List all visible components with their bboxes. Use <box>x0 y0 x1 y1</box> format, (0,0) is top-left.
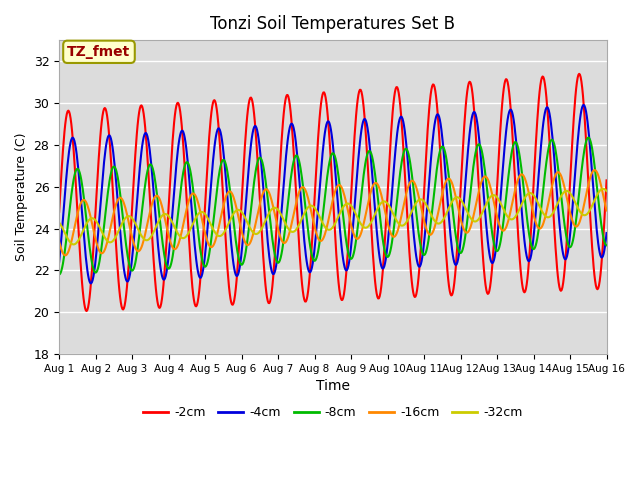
-32cm <box>122 215 130 220</box>
-4cm <box>122 277 130 283</box>
-8cm <box>122 237 129 242</box>
-2cm <box>55 209 63 215</box>
-16cm <box>207 244 214 250</box>
-4cm <box>178 128 186 134</box>
-32cm <box>55 220 63 226</box>
-4cm <box>416 264 424 269</box>
-16cm <box>61 252 69 258</box>
Y-axis label: Soil Temperature (C): Soil Temperature (C) <box>15 133 28 261</box>
-4cm <box>580 102 588 108</box>
-4cm <box>207 186 214 192</box>
-16cm <box>122 208 130 214</box>
-4cm <box>55 259 63 265</box>
-32cm <box>603 188 611 194</box>
-2cm <box>207 117 214 122</box>
Line: -4cm: -4cm <box>59 105 607 283</box>
-4cm <box>87 280 95 286</box>
-32cm <box>178 235 186 240</box>
Line: -8cm: -8cm <box>59 138 607 275</box>
-16cm <box>178 229 186 235</box>
Line: -32cm: -32cm <box>59 189 607 244</box>
X-axis label: Time: Time <box>316 379 350 394</box>
-8cm <box>415 235 423 240</box>
Line: -2cm: -2cm <box>59 74 607 311</box>
-16cm <box>416 200 424 205</box>
-32cm <box>70 241 77 247</box>
Line: -16cm: -16cm <box>59 170 607 255</box>
-2cm <box>65 108 73 114</box>
-2cm <box>178 122 186 128</box>
-32cm <box>416 196 424 202</box>
-32cm <box>599 186 607 192</box>
-8cm <box>206 247 214 252</box>
-32cm <box>400 222 408 228</box>
-4cm <box>65 149 73 155</box>
-2cm <box>575 71 583 77</box>
-2cm <box>122 292 130 298</box>
-32cm <box>207 221 214 227</box>
-4cm <box>603 230 611 236</box>
-8cm <box>603 242 611 248</box>
-16cm <box>55 239 63 244</box>
-8cm <box>55 272 63 277</box>
-16cm <box>400 201 408 206</box>
Title: Tonzi Soil Temperatures Set B: Tonzi Soil Temperatures Set B <box>211 15 455 33</box>
-16cm <box>603 207 611 213</box>
-2cm <box>400 157 408 163</box>
-8cm <box>177 185 185 191</box>
-16cm <box>591 167 598 173</box>
-8cm <box>399 151 407 157</box>
-8cm <box>584 135 592 141</box>
Legend: -2cm, -4cm, -8cm, -16cm, -32cm: -2cm, -4cm, -8cm, -16cm, -32cm <box>138 401 527 424</box>
-8cm <box>65 212 73 217</box>
Text: TZ_fmet: TZ_fmet <box>67 45 131 59</box>
-2cm <box>83 308 90 314</box>
-2cm <box>416 256 424 262</box>
-4cm <box>400 123 408 129</box>
-16cm <box>66 245 74 251</box>
-32cm <box>65 238 73 244</box>
-2cm <box>603 178 611 183</box>
